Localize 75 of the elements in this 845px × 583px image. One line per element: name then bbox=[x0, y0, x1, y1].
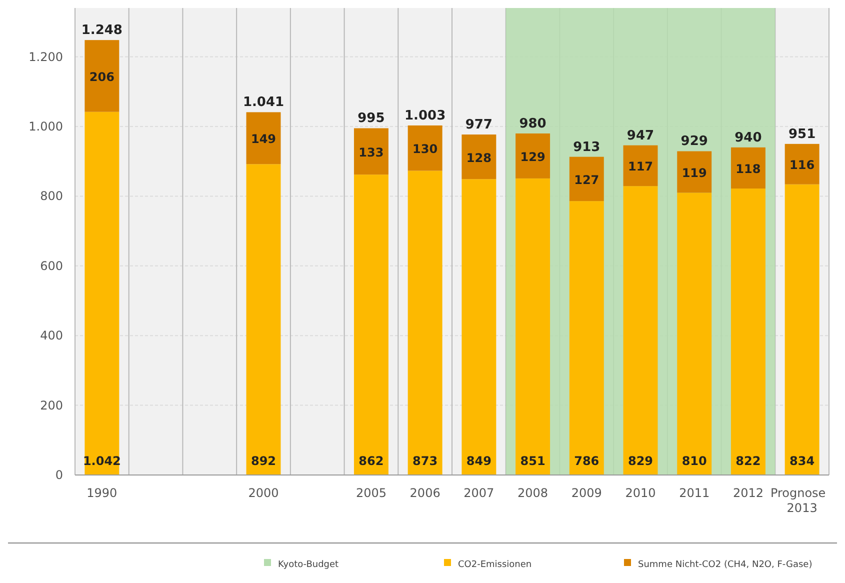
bar bbox=[354, 128, 388, 175]
data-label: 834 bbox=[790, 454, 815, 468]
bar bbox=[730, 147, 766, 189]
data-label: 127 bbox=[574, 172, 600, 187]
data-label: 822 bbox=[736, 454, 761, 468]
total-label: 913 bbox=[573, 140, 600, 155]
x-tick-label: 2010 bbox=[625, 486, 656, 500]
bar bbox=[462, 134, 496, 180]
data-label: 117 bbox=[628, 160, 654, 174]
data-label: 206 bbox=[89, 70, 114, 84]
x-tick-label: 2007 bbox=[464, 486, 494, 500]
bar bbox=[677, 151, 712, 193]
total-label: 1.248 bbox=[81, 23, 122, 38]
data-label: 892 bbox=[250, 454, 276, 468]
data-label: 116 bbox=[790, 158, 815, 172]
data-label: 133 bbox=[358, 145, 384, 160]
y-tick-label: 400 bbox=[40, 328, 63, 343]
bar bbox=[623, 186, 658, 475]
bar bbox=[462, 179, 496, 475]
data-label: 862 bbox=[358, 454, 384, 468]
bar bbox=[516, 133, 550, 178]
total-label: 977 bbox=[465, 118, 492, 133]
total-label: 940 bbox=[734, 130, 762, 146]
bar bbox=[84, 112, 120, 475]
bar bbox=[408, 125, 442, 171]
data-label: 119 bbox=[682, 166, 707, 180]
data-label: 829 bbox=[628, 454, 654, 468]
total-label: 951 bbox=[788, 126, 816, 142]
bar bbox=[408, 170, 442, 475]
data-label: 130 bbox=[412, 142, 438, 156]
x-tick-label: 2006 bbox=[410, 486, 440, 500]
bar bbox=[677, 192, 712, 475]
y-tick-label: 200 bbox=[40, 398, 63, 412]
total-label: 995 bbox=[358, 111, 385, 126]
total-label: 1.041 bbox=[242, 95, 284, 110]
legend-label: CO2-Emissionen bbox=[458, 560, 532, 570]
bar bbox=[516, 178, 550, 475]
y-tick-label: 800 bbox=[40, 189, 63, 204]
data-label: 849 bbox=[466, 454, 492, 468]
data-label: 851 bbox=[520, 454, 546, 468]
total-label: 929 bbox=[680, 134, 708, 150]
y-tick-label: 0 bbox=[55, 468, 63, 482]
data-label: 810 bbox=[682, 454, 707, 468]
x-tick-label: Prognose 2013 bbox=[770, 486, 826, 515]
x-tick-label: 2005 bbox=[356, 486, 386, 500]
x-tick-label: 2008 bbox=[518, 486, 548, 500]
y-tick-label: 1.200 bbox=[28, 50, 63, 64]
legend-label: Summe Nicht-CO2 (CH4, N2O, F-Gase) bbox=[638, 560, 812, 570]
bar bbox=[246, 164, 281, 475]
bar bbox=[246, 112, 281, 164]
total-label: 980 bbox=[519, 116, 546, 132]
bar bbox=[84, 40, 120, 112]
x-tick-label: 1990 bbox=[86, 486, 118, 500]
data-label: 873 bbox=[412, 454, 438, 468]
bar bbox=[623, 145, 658, 186]
x-tick-label: 2012 bbox=[732, 486, 764, 500]
x-tick-label: 2011 bbox=[679, 486, 710, 500]
data-label: 128 bbox=[466, 150, 492, 165]
data-label: 118 bbox=[736, 162, 761, 176]
data-label: 129 bbox=[520, 150, 546, 164]
y-tick-label: 600 bbox=[40, 258, 63, 273]
x-tick-label: 2009 bbox=[571, 486, 602, 500]
total-label: 1.003 bbox=[404, 108, 446, 124]
bar bbox=[354, 174, 388, 475]
legend-label: Kyoto-Budget bbox=[278, 560, 340, 570]
bar bbox=[730, 188, 766, 475]
data-label: 149 bbox=[250, 132, 276, 146]
bar bbox=[569, 156, 604, 202]
bar bbox=[784, 184, 820, 475]
y-tick-label: 1.000 bbox=[28, 119, 63, 134]
x-tick-label: 2000 bbox=[248, 486, 279, 500]
bar bbox=[569, 201, 604, 475]
bar bbox=[784, 144, 820, 184]
total-label: 947 bbox=[626, 128, 654, 144]
data-label: 786 bbox=[574, 454, 600, 468]
